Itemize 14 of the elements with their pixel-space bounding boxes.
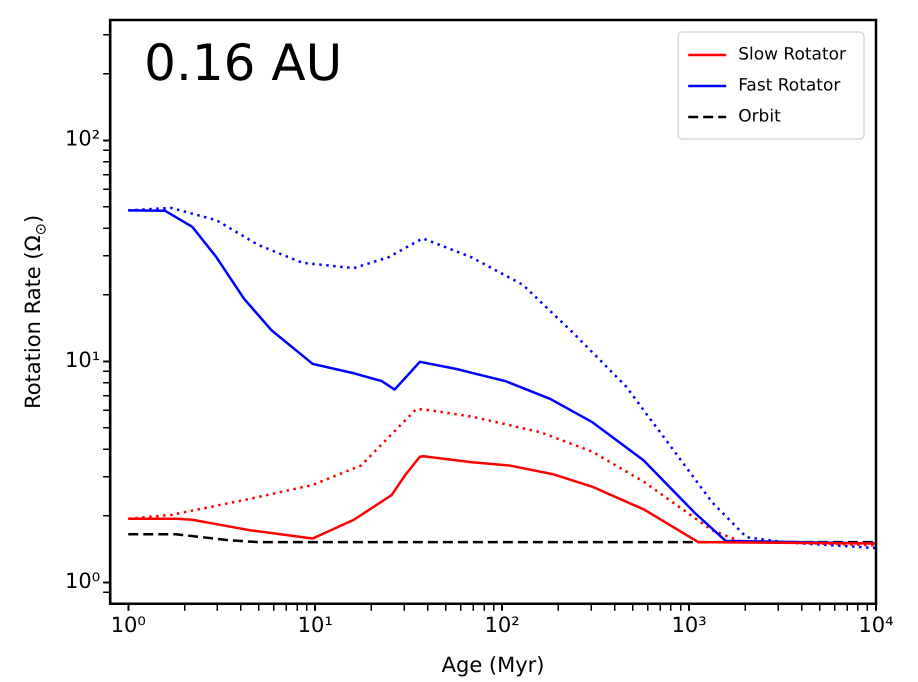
x-axis-title: Age (Myr) — [442, 653, 544, 677]
annotation: 0.16 AU — [144, 34, 342, 92]
x-tick-label: 10¹ — [298, 612, 333, 637]
y-tick-label: 10⁰ — [65, 568, 100, 593]
x-tick-label: 10⁴ — [858, 612, 894, 637]
legend-label: Fast Rotator — [738, 75, 840, 96]
x-tick-label: 10³ — [671, 612, 707, 637]
x-tick-label: 10² — [484, 612, 520, 637]
x-tick-label: 10⁰ — [110, 612, 146, 637]
y-tick-label: 10² — [65, 126, 100, 151]
y-axis-title: Rotation Rate (Ω⊙) — [21, 214, 50, 409]
legend-label: Slow Rotator — [738, 44, 846, 64]
y-tick-label: 10¹ — [65, 348, 100, 372]
legend-label: Orbit — [738, 106, 782, 126]
